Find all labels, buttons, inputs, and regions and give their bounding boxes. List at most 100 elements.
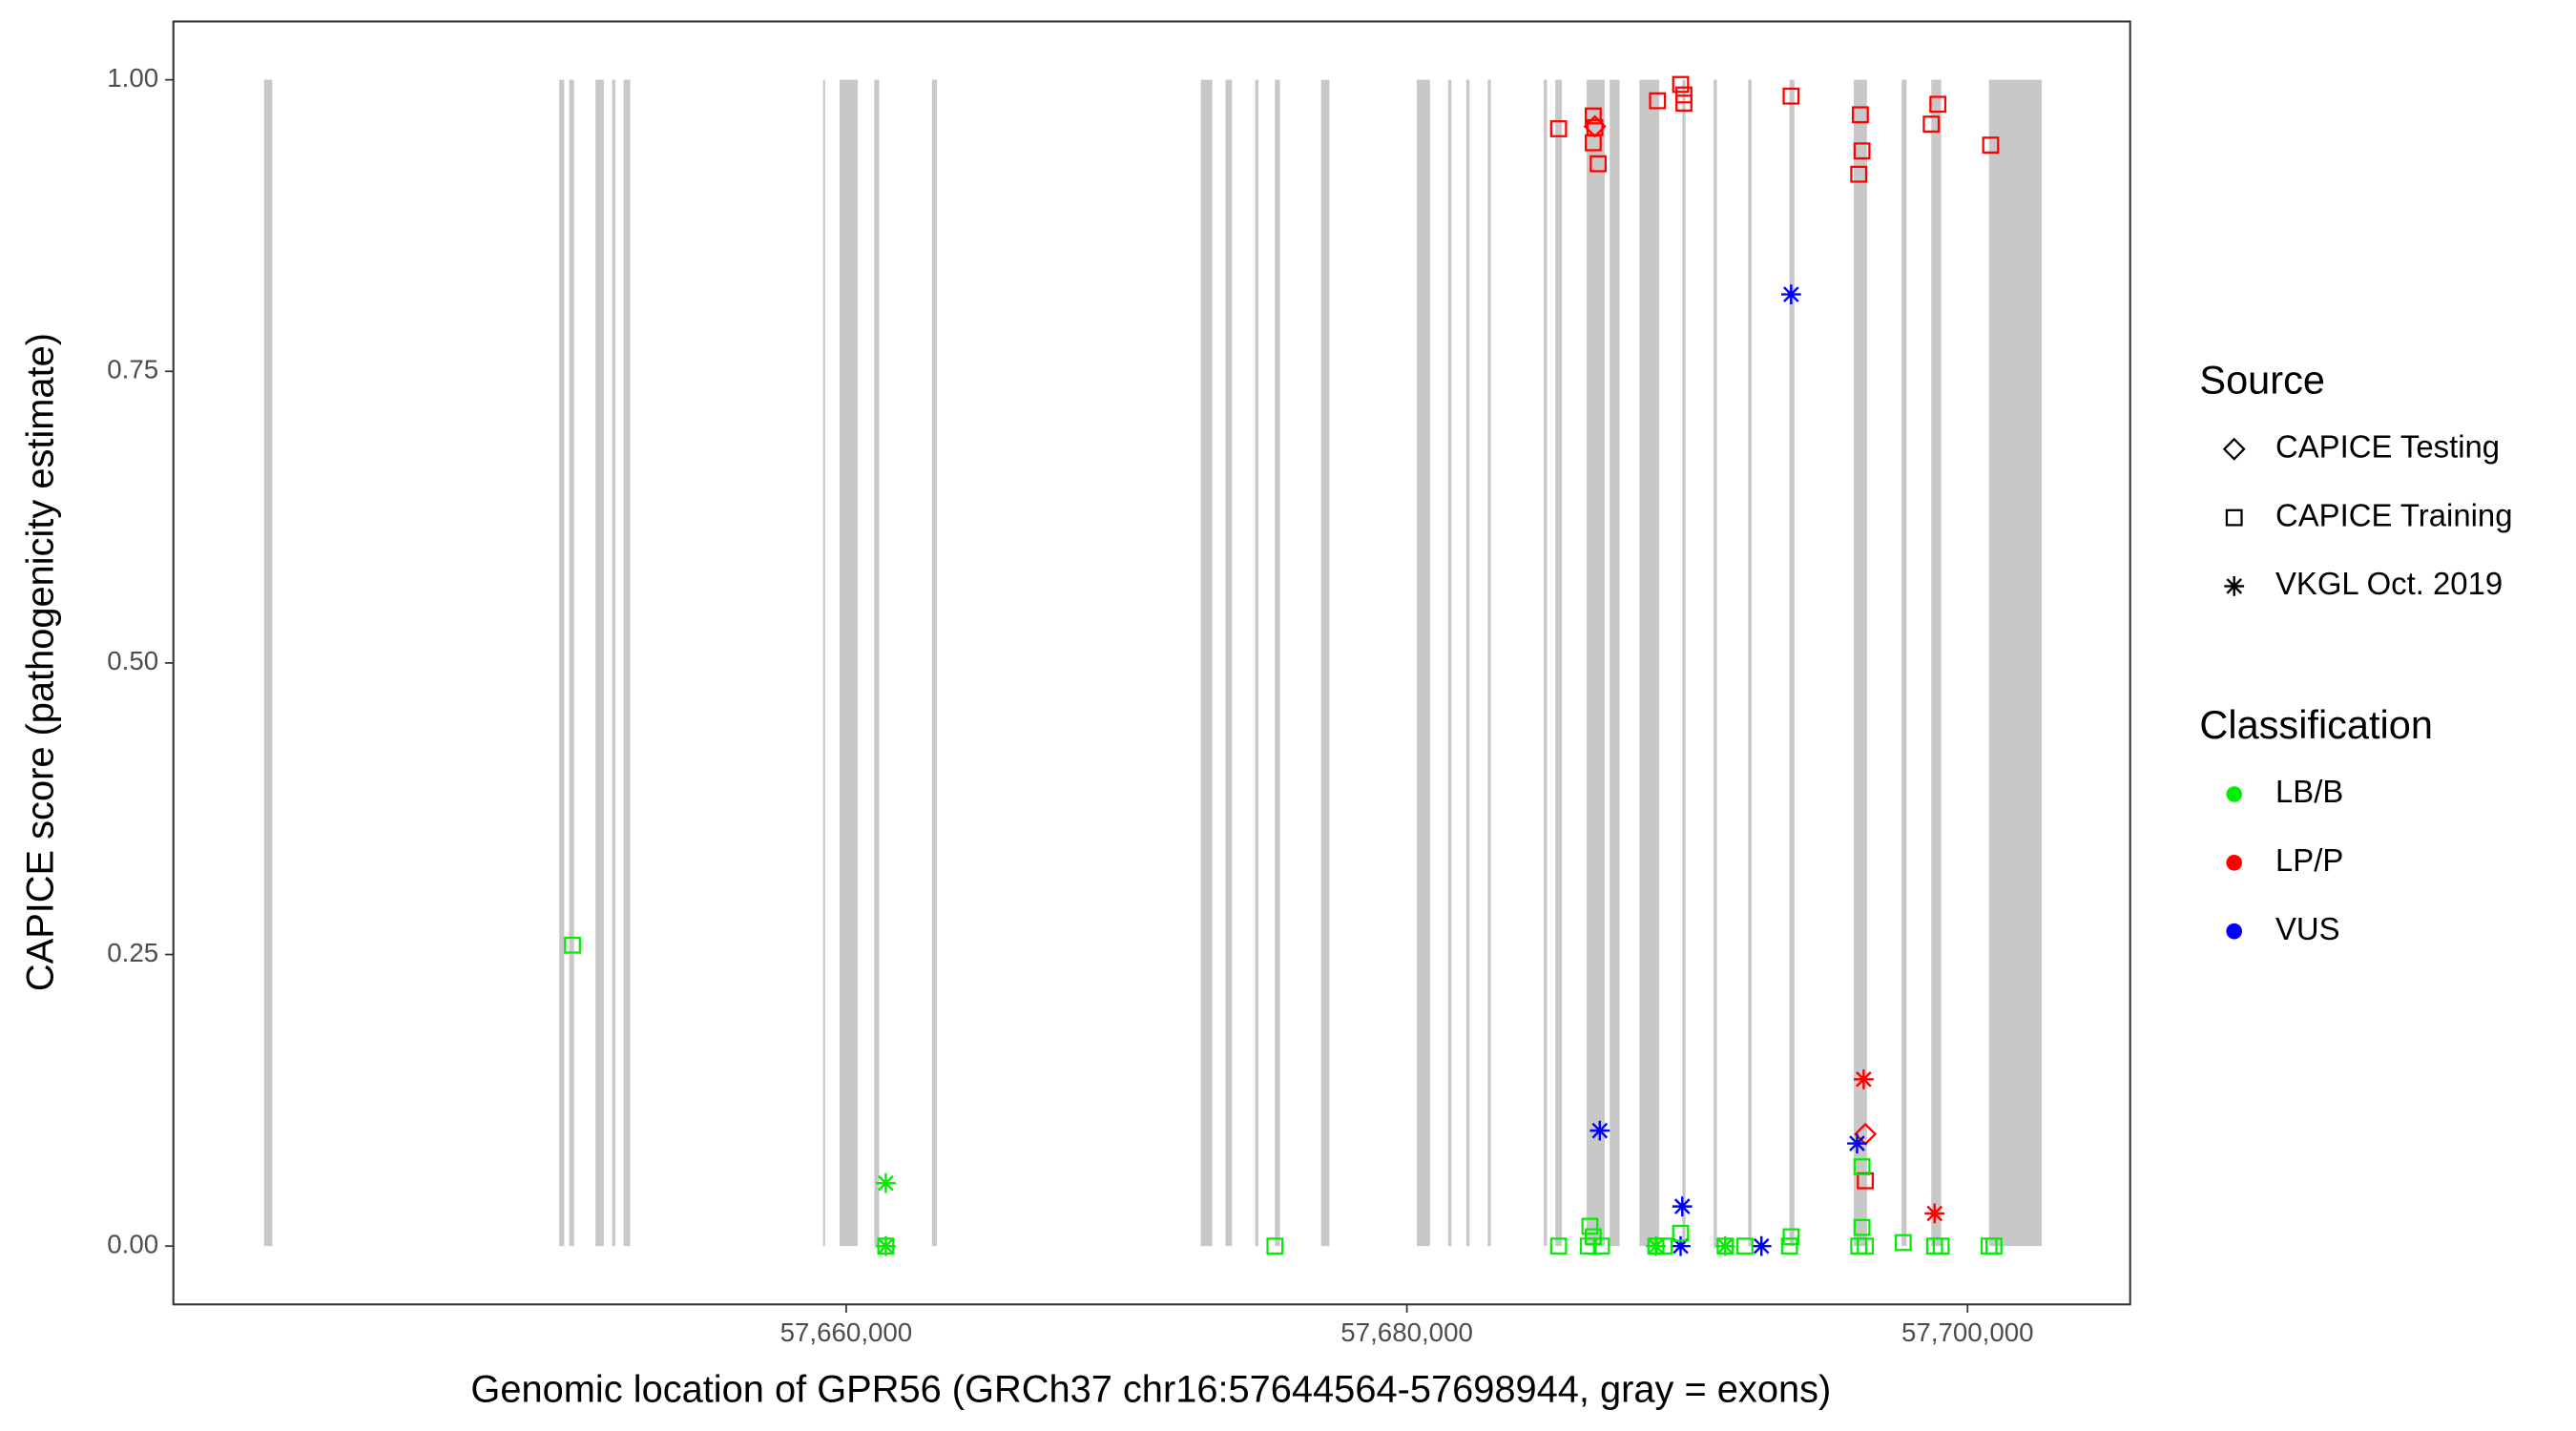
- point: [1782, 1228, 1800, 1246]
- exon: [569, 79, 574, 1247]
- exon: [1275, 79, 1280, 1247]
- y-tick-label: 0.25: [107, 938, 158, 967]
- point: [1714, 1235, 1735, 1256]
- legend-title: Source: [2199, 358, 2325, 403]
- legend-title: Classification: [2199, 702, 2433, 747]
- point: [1853, 142, 1871, 160]
- exon: [623, 79, 631, 1247]
- point: [1982, 136, 2000, 155]
- point: [1929, 95, 1947, 114]
- legend-label: CAPICE Testing: [2275, 428, 2500, 464]
- legend-key: [2226, 786, 2243, 802]
- exon: [1447, 79, 1452, 1247]
- point: [1583, 114, 1607, 138]
- legend-label: VKGL Oct. 2019: [2275, 566, 2503, 601]
- point: [1780, 1237, 1798, 1255]
- exon: [1853, 79, 1867, 1247]
- point: [1672, 1224, 1690, 1242]
- point: [564, 936, 581, 954]
- exon: [1748, 79, 1752, 1247]
- exon: [1555, 79, 1563, 1247]
- point: [1672, 1196, 1693, 1216]
- x-tick-label: 57,700,000: [1901, 1317, 2034, 1347]
- exon: [1465, 79, 1470, 1247]
- point: [1266, 1237, 1284, 1255]
- exon: [1255, 79, 1259, 1247]
- legend-key: [2226, 855, 2243, 871]
- point: [1853, 1218, 1871, 1236]
- point: [1589, 1120, 1610, 1141]
- point: [1736, 1237, 1754, 1255]
- y-tick-label: 0.00: [107, 1229, 158, 1258]
- legend-label: LP/P: [2275, 842, 2343, 878]
- exon: [559, 79, 565, 1247]
- exon: [1988, 79, 2043, 1247]
- point: [1581, 1217, 1599, 1235]
- exon: [1225, 79, 1233, 1247]
- x-tick-label: 57,660,000: [780, 1317, 913, 1347]
- point: [1894, 1234, 1912, 1252]
- point: [1672, 75, 1690, 93]
- exon: [1200, 79, 1213, 1247]
- legend-key: [2226, 923, 2243, 940]
- y-tick-label: 1.00: [107, 63, 158, 93]
- point: [1549, 1237, 1568, 1255]
- point: [1675, 94, 1693, 112]
- point: [1985, 1237, 2003, 1255]
- exon: [931, 79, 937, 1247]
- exon: [1901, 79, 1907, 1247]
- point: [1592, 1237, 1610, 1255]
- point: [1932, 1237, 1950, 1255]
- exon: [1487, 79, 1491, 1247]
- x-tick-label: 57,680,000: [1340, 1317, 1473, 1347]
- exon: [595, 79, 604, 1247]
- y-axis-title: CAPICE score (pathogenicity estimate): [20, 333, 62, 991]
- point: [1549, 120, 1568, 137]
- point: [1589, 155, 1608, 173]
- exon: [874, 79, 880, 1247]
- legend-label: LB/B: [2275, 774, 2343, 809]
- point: [1853, 1068, 1874, 1089]
- point: [1922, 115, 1941, 133]
- point: [1751, 1235, 1772, 1256]
- exon: [1610, 79, 1620, 1247]
- y-tick-label: 0.75: [107, 355, 158, 384]
- exon: [1587, 79, 1606, 1247]
- legend-label: CAPICE Training: [2275, 497, 2513, 532]
- point: [876, 1172, 896, 1193]
- point: [1649, 92, 1667, 110]
- exon: [822, 79, 825, 1247]
- point: [1847, 1133, 1867, 1153]
- x-axis-title: Genomic location of GPR56 (GRCh37 chr16:…: [470, 1369, 1831, 1411]
- legend-key: [2224, 576, 2245, 596]
- point: [1924, 1203, 1945, 1224]
- y-tick-label: 0.50: [107, 646, 158, 675]
- exon: [1416, 79, 1430, 1247]
- exon: [263, 79, 273, 1247]
- exon: [612, 79, 615, 1247]
- legend-key: [2222, 437, 2246, 461]
- point: [1584, 107, 1602, 125]
- point: [1850, 165, 1868, 183]
- plot-area: [263, 75, 2043, 1256]
- point: [1780, 284, 1801, 304]
- exon: [1789, 79, 1795, 1247]
- exon: [1714, 79, 1717, 1247]
- point: [1646, 1235, 1666, 1256]
- point: [1857, 1237, 1875, 1255]
- exon: [1682, 79, 1686, 1247]
- exon: [1931, 79, 1942, 1247]
- point: [876, 1235, 896, 1256]
- exon: [1320, 79, 1330, 1247]
- exon: [840, 79, 859, 1247]
- legend-key: [2225, 508, 2243, 527]
- point: [1853, 1158, 1871, 1175]
- point: [1579, 1237, 1597, 1255]
- exon: [1544, 79, 1548, 1247]
- exon: [1639, 79, 1660, 1247]
- legend-label: VUS: [2275, 911, 2340, 946]
- point: [1782, 87, 1800, 105]
- point: [1851, 106, 1869, 124]
